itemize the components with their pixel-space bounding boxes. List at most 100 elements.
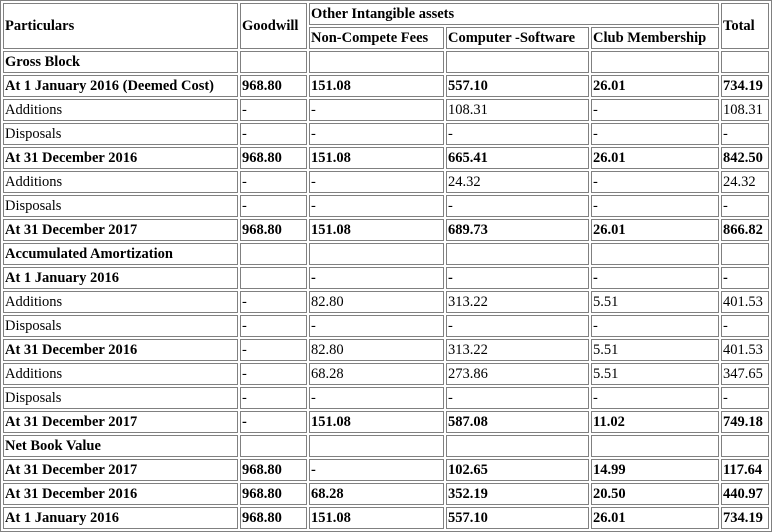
goodwill-cell: - (240, 363, 307, 385)
header-total: Total (721, 3, 770, 49)
section-row: Net Book Value (3, 435, 770, 457)
row-label: At 31 December 2017 (3, 411, 238, 433)
goodwill-cell: - (240, 195, 307, 217)
goodwill-cell: - (240, 99, 307, 121)
total-cell: - (721, 123, 770, 145)
non-compete-cell: - (309, 195, 444, 217)
table-row: Disposals - - - - - (3, 315, 770, 337)
header-club-membership: Club Membership (591, 27, 720, 49)
non-compete-cell: 82.80 (309, 339, 444, 361)
total-cell: - (721, 195, 770, 217)
table-row: Disposals - - - - - (3, 123, 770, 145)
total-cell: 24.32 (721, 171, 770, 193)
non-compete-cell: 68.28 (309, 363, 444, 385)
goodwill-cell: 968.80 (240, 483, 307, 505)
total-cell: - (721, 267, 770, 289)
table-row: At 1 January 2016 968.80 151.08 557.10 26.01… (3, 507, 770, 529)
table-row: At 31 December 2016-82.80 313.22 5.51 401.5… (3, 339, 770, 361)
non-compete-cell: 151.08 (309, 411, 444, 433)
club-membership-cell: - (591, 171, 720, 193)
row-label: Additions (3, 363, 238, 385)
total-cell: 347.65 (721, 363, 770, 385)
goodwill-cell: 968.80 (240, 147, 307, 169)
non-compete-cell: 151.08 (309, 75, 444, 97)
goodwill-cell: 968.80 (240, 507, 307, 529)
goodwill-cell: - (240, 387, 307, 409)
software-cell: 313.22 (446, 339, 589, 361)
table-row: At 1 January 2016 (Deemed Cost) 968.80 151… (3, 75, 770, 97)
table-row: At 31 December 2016 968.80 151.08 665.41 26.… (3, 147, 770, 169)
goodwill-cell: - (240, 315, 307, 337)
total-cell: - (721, 315, 770, 337)
non-compete-cell: 82.80 (309, 291, 444, 313)
total-cell: 734.19 (721, 75, 770, 97)
club-membership-cell: 26.01 (591, 507, 720, 529)
table-row: At 31 December 2017 968.80-102.65 14.99 117… (3, 459, 770, 481)
software-cell: - (446, 387, 589, 409)
empty-cell (309, 243, 444, 265)
total-cell: 749.18 (721, 411, 770, 433)
row-label: At 31 December 2016 (3, 339, 238, 361)
row-label: At 1 January 2016 (3, 507, 238, 529)
goodwill-cell: - (240, 339, 307, 361)
club-membership-cell: 5.51 (591, 339, 720, 361)
section-row: Accumulated Amortization (3, 243, 770, 265)
non-compete-cell: 151.08 (309, 147, 444, 169)
section-label: Gross Block (3, 51, 238, 73)
software-cell: - (446, 315, 589, 337)
header-non-compete-fees: Non-Compete Fees (309, 27, 444, 49)
club-membership-cell: - (591, 195, 720, 217)
goodwill-cell: - (240, 123, 307, 145)
empty-cell (240, 243, 307, 265)
empty-cell (591, 243, 720, 265)
total-cell: 401.53 (721, 339, 770, 361)
section-label: Net Book Value (3, 435, 238, 457)
empty-cell (446, 243, 589, 265)
total-cell: 401.53 (721, 291, 770, 313)
table-body: Gross Block At 1 January 2016 (Deemed Cos… (3, 51, 770, 529)
table-header: Particulars Goodwill Other Intangible as… (3, 3, 770, 49)
table-row: Additions - -24.32-24.32 (3, 171, 770, 193)
goodwill-cell: 968.80 (240, 459, 307, 481)
club-membership-cell: - (591, 267, 720, 289)
club-membership-cell: - (591, 123, 720, 145)
non-compete-cell: 68.28 (309, 483, 444, 505)
row-label: Disposals (3, 387, 238, 409)
header-other-intangible-assets: Other Intangible assets (309, 3, 720, 25)
club-membership-cell: 14.99 (591, 459, 720, 481)
header-goodwill: Goodwill (240, 3, 307, 49)
non-compete-cell: - (309, 171, 444, 193)
goodwill-cell (240, 267, 307, 289)
total-cell: 734.19 (721, 507, 770, 529)
software-cell: 108.31 (446, 99, 589, 121)
software-cell: - (446, 195, 589, 217)
empty-cell (309, 435, 444, 457)
goodwill-cell: 968.80 (240, 219, 307, 241)
table-row: At 1 January 2016- - - - (3, 267, 770, 289)
non-compete-cell: - (309, 459, 444, 481)
software-cell: 557.10 (446, 75, 589, 97)
empty-cell (240, 435, 307, 457)
row-label: Additions (3, 99, 238, 121)
club-membership-cell: 11.02 (591, 411, 720, 433)
total-cell: 866.82 (721, 219, 770, 241)
non-compete-cell: - (309, 99, 444, 121)
empty-cell (446, 51, 589, 73)
total-cell: 440.97 (721, 483, 770, 505)
empty-cell (591, 435, 720, 457)
club-membership-cell: - (591, 315, 720, 337)
club-membership-cell: - (591, 99, 720, 121)
row-label: Disposals (3, 195, 238, 217)
software-cell: 689.73 (446, 219, 589, 241)
software-cell: - (446, 267, 589, 289)
table-row: Disposals - - - - - (3, 195, 770, 217)
total-cell: 117.64 (721, 459, 770, 481)
row-label: Disposals (3, 315, 238, 337)
empty-cell (591, 51, 720, 73)
header-particulars: Particulars (3, 3, 238, 49)
row-label: Additions (3, 171, 238, 193)
club-membership-cell: 26.01 (591, 147, 720, 169)
row-label: At 31 December 2016 (3, 147, 238, 169)
section-row: Gross Block (3, 51, 770, 73)
